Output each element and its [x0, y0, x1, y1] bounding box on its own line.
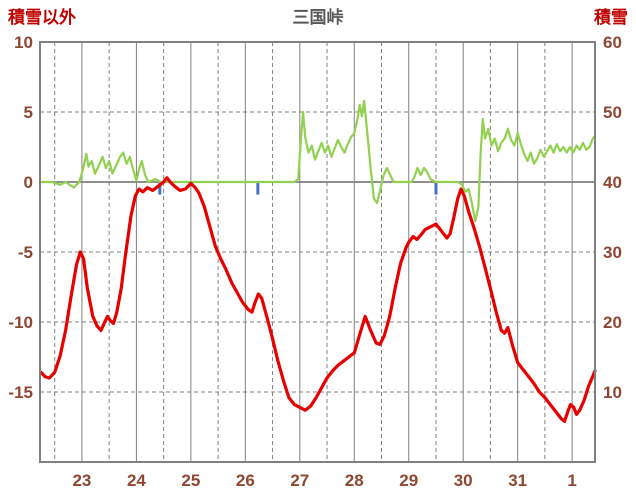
red-line [39, 176, 597, 423]
svg-text:31: 31 [508, 471, 527, 490]
svg-text:20: 20 [603, 313, 622, 332]
svg-text:30: 30 [603, 243, 622, 262]
horizontal-gridlines [40, 111, 595, 393]
left-axis-title: 積雪以外 [8, 7, 76, 27]
svg-text:24: 24 [127, 471, 146, 490]
x-axis-tick-labels: 23 24 25 26 27 28 29 30 31 1 [72, 471, 576, 490]
right-axis-tick-labels: 60 50 40 30 20 10 [603, 33, 622, 402]
svg-text:10: 10 [14, 33, 33, 52]
svg-text:-5: -5 [18, 243, 33, 262]
svg-text:5: 5 [24, 103, 33, 122]
svg-text:25: 25 [181, 471, 200, 490]
plot-border [39, 41, 596, 463]
left-axis-tick-labels: 10 5 0 -5 -10 -15 [8, 33, 33, 402]
svg-text:26: 26 [236, 471, 255, 490]
svg-text:-15: -15 [8, 383, 33, 402]
svg-text:10: 10 [603, 383, 622, 402]
svg-text:23: 23 [72, 471, 91, 490]
svg-text:28: 28 [345, 471, 364, 490]
chart-title: 三国峠 [293, 7, 344, 27]
svg-text:50: 50 [603, 103, 622, 122]
green-line [39, 99, 597, 223]
svg-text:29: 29 [399, 471, 418, 490]
svg-text:60: 60 [603, 33, 622, 52]
svg-text:27: 27 [290, 471, 309, 490]
svg-text:-10: -10 [8, 313, 33, 332]
svg-text:40: 40 [603, 173, 622, 192]
right-axis-title: 積雪 [594, 7, 628, 27]
svg-text:1: 1 [567, 471, 576, 490]
svg-text:30: 30 [454, 471, 473, 490]
svg-text:0: 0 [24, 173, 33, 192]
